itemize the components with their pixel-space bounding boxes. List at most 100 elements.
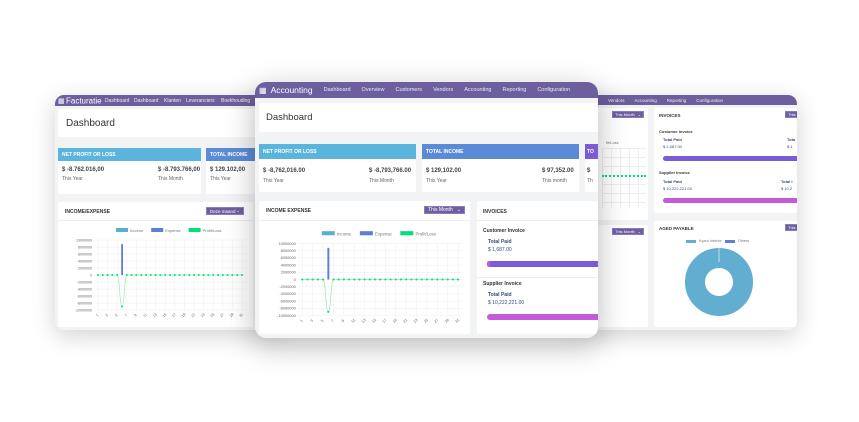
x-tick-label: 13 xyxy=(361,318,367,324)
profit-loss-point xyxy=(394,278,397,281)
year-label: This Year xyxy=(263,178,284,184)
year-value: $ -8,762,016.00 xyxy=(263,168,306,174)
y-tick-label: 4000000 xyxy=(281,264,296,268)
nav-item[interactable]: Klanten xyxy=(164,97,181,104)
nav-accounting[interactable]: Accounting xyxy=(464,87,492,93)
apps-icon[interactable]: ▦ xyxy=(259,85,267,95)
x-tick-label: 9 xyxy=(341,319,345,323)
y-tick-label: -8000000 xyxy=(279,307,295,311)
aged-payable-donut xyxy=(685,248,753,316)
x-tick-label: 27 xyxy=(219,312,225,318)
y-tick-label: -4000000 xyxy=(279,292,295,296)
nav-item[interactable]: Configuration xyxy=(696,97,724,103)
expense-bar xyxy=(327,247,330,280)
year-value: $ 129,102.00 xyxy=(426,168,462,174)
period-select[interactable]: This xyxy=(785,111,797,118)
panel-title: INCOME/EXPENSE xyxy=(65,209,111,215)
nav-customers[interactable]: Customers xyxy=(395,87,423,93)
page-title: Dashboard xyxy=(66,118,115,129)
nav-item[interactable]: Leveranciers xyxy=(186,97,215,104)
nav-item[interactable]: Reporting xyxy=(666,97,687,103)
x-tick-label: 17 xyxy=(382,318,388,324)
profit-loss-point xyxy=(306,278,309,281)
card-header: TOTAL INCOME xyxy=(422,144,579,159)
total-value-col2: $ 10,2 xyxy=(781,186,793,191)
x-tick-label: 11 xyxy=(143,313,148,318)
nav-configuration[interactable]: Configuration xyxy=(537,87,571,93)
legend-swatch xyxy=(116,228,128,232)
period-select[interactable]: This Month ⌄ xyxy=(612,111,644,118)
profit-loss-point xyxy=(415,278,418,281)
chevron-down-icon: ⌄ xyxy=(637,112,641,117)
total-paid-label: Total Paid xyxy=(663,137,682,142)
profit-loss-point xyxy=(226,274,229,276)
total-paid-value: $ 10,222,221.00 xyxy=(663,186,692,191)
chart-gridlines xyxy=(602,148,646,208)
right-window: Vendors Accounting Reporting Configurati… xyxy=(578,95,797,330)
profit-loss-point xyxy=(457,278,460,281)
profit-loss-point xyxy=(425,278,429,281)
period-select[interactable]: This Month ⌄ xyxy=(612,228,644,235)
x-tick-label: 1 xyxy=(299,319,303,323)
period-select[interactable]: Deze maand ⌄ xyxy=(206,207,244,215)
x-tick-label: 19 xyxy=(181,312,187,318)
profit-loss-point xyxy=(212,274,215,276)
top-navbar: Vendors Accounting Reporting Configurati… xyxy=(578,95,797,105)
x-tick-label: 9 xyxy=(134,313,138,317)
nav-item[interactable]: Vendors xyxy=(608,97,625,103)
invoices-panel: INVOICES This Customer Invoice Total Pai… xyxy=(654,108,797,213)
nav-reporting[interactable]: Reporting xyxy=(502,87,527,93)
legend-swatch xyxy=(188,228,201,232)
card-header: NET PROFIT OR LOSS xyxy=(259,144,416,159)
profit-loss-point xyxy=(311,278,314,281)
profit-loss-point xyxy=(154,274,157,276)
page-title-panel: Dashboard xyxy=(58,109,280,137)
profit-loss-point xyxy=(327,310,330,313)
legend-swatch xyxy=(686,239,696,243)
profit-loss-point xyxy=(399,278,403,281)
profit-loss-point xyxy=(332,278,335,281)
nav-vendors[interactable]: Vendors xyxy=(433,87,454,93)
y-tick-label: -4000000 xyxy=(77,287,92,291)
legend-swatch xyxy=(359,231,373,236)
profit-loss-point xyxy=(169,274,171,276)
x-tick-label: 3 xyxy=(105,313,109,317)
profit-loss-point xyxy=(197,274,200,276)
x-tick-label: 29 xyxy=(444,318,450,324)
nav-item[interactable]: Dashboard xyxy=(134,97,159,104)
profit-loss-point xyxy=(373,278,377,281)
net-profit-card: NET PROFIT OR LOSS $ -8.762.016,00 This … xyxy=(58,148,201,194)
customer-invoice-title: Customer Invoice xyxy=(659,129,693,134)
app-title: Accounting xyxy=(270,85,313,95)
nav-dashboard[interactable]: Dashboard xyxy=(323,87,351,93)
nav-item[interactable]: Boekhouding xyxy=(221,97,251,104)
card-value: $ xyxy=(587,168,591,174)
x-tick-label: 19 xyxy=(392,318,398,324)
y-tick-label: 2000000 xyxy=(281,271,296,275)
panel-title: INVOICES xyxy=(483,209,507,215)
donut-slice-kyaro-interior xyxy=(685,248,753,316)
total-paid-value: $ 1,687.00 xyxy=(663,144,682,149)
profit-loss-point xyxy=(183,274,186,276)
y-tick-label: 0 xyxy=(90,273,92,277)
nav-overview[interactable]: Overview xyxy=(361,87,385,93)
nav-item[interactable]: Accounting xyxy=(634,97,657,103)
x-tick-label: 5 xyxy=(114,313,118,317)
period-select[interactable]: This xyxy=(785,224,797,231)
x-tick-label: 23 xyxy=(200,312,206,318)
profit-loss-point xyxy=(420,278,423,281)
nav-item[interactable]: Dashboard xyxy=(105,97,130,104)
y-tick-label: -2000000 xyxy=(279,285,295,289)
apps-icon[interactable]: ▦ xyxy=(58,97,65,105)
y-tick-label: -8000000 xyxy=(77,301,92,305)
x-tick-label: 11 xyxy=(351,318,357,323)
period-select[interactable]: This Month ⌄ xyxy=(424,206,465,214)
profit-loss-point xyxy=(347,278,351,281)
x-tick-label: 15 xyxy=(162,312,168,318)
divider xyxy=(477,277,598,278)
y-tick-label: -6000000 xyxy=(279,300,295,304)
profit-loss-point xyxy=(384,278,387,281)
divider xyxy=(259,220,470,221)
profit-loss-point xyxy=(431,278,434,281)
legend-swatch xyxy=(724,239,735,243)
